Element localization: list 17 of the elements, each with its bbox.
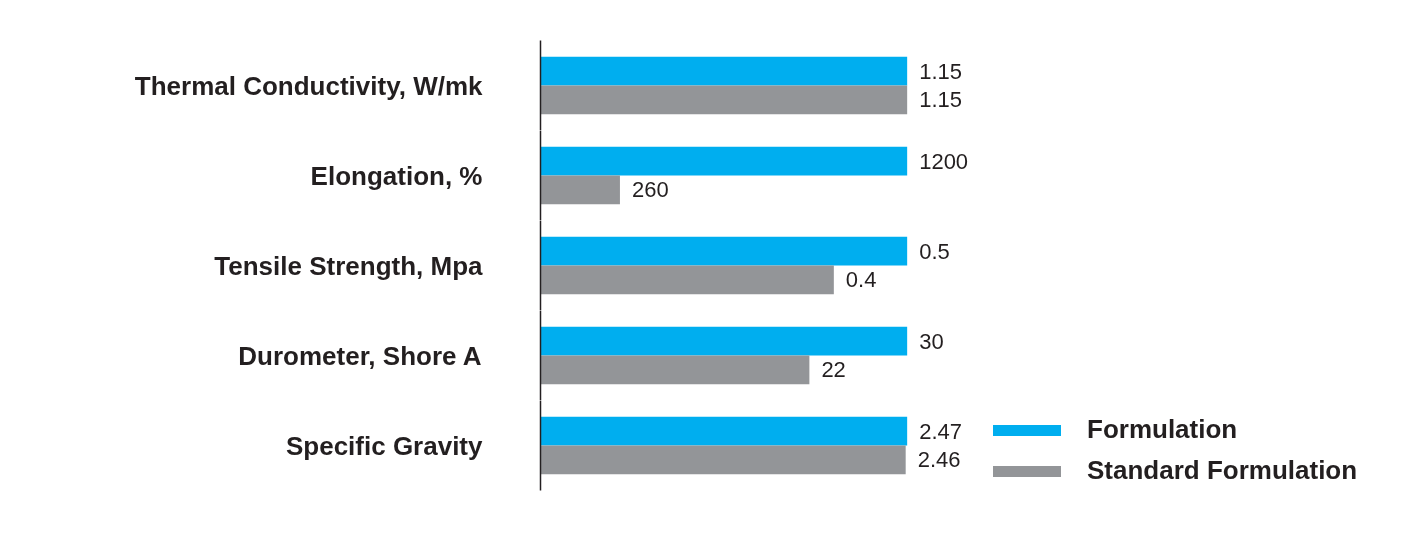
data-label: 2.46 xyxy=(917,447,961,473)
legend-label: Standard Formulation xyxy=(1087,455,1358,486)
y-tick-label: Durometer, Shore A xyxy=(238,340,482,371)
data-label: 0.4 xyxy=(845,267,877,293)
legend-label: Formulation xyxy=(1087,414,1238,445)
data-label: 260 xyxy=(631,177,669,203)
data-label: 1.15 xyxy=(919,87,962,113)
y-tick-label: Specific Gravity xyxy=(285,430,484,461)
data-label: 22 xyxy=(821,357,846,383)
data-label: 1.15 xyxy=(919,58,962,84)
data-label: 2.47 xyxy=(919,418,962,444)
y-tick-label: Elongation, % xyxy=(310,160,483,191)
y-tick-label: Tensile Strength, Mpa xyxy=(214,250,484,281)
data-label: 1200 xyxy=(919,148,969,174)
data-label: 0.5 xyxy=(919,238,950,264)
y-tick-label: Thermal Conductivity, W/mk xyxy=(134,70,484,101)
data-label: 30 xyxy=(919,328,944,354)
